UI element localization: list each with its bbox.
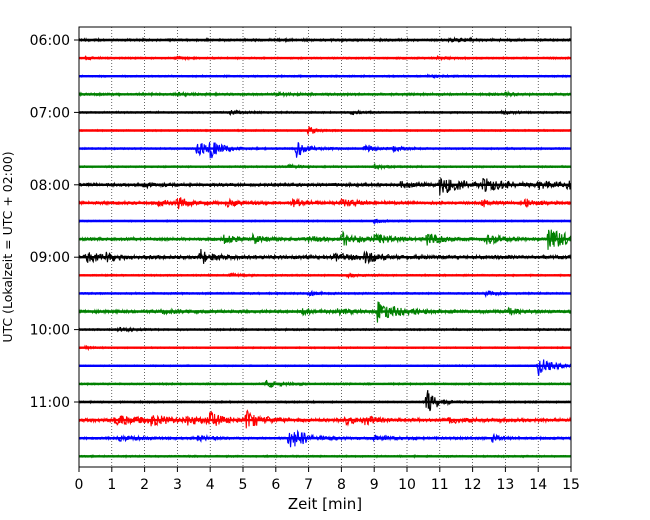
y-tick-label-1000: 10:00 — [30, 323, 70, 339]
x-tick-label-4: 4 — [206, 477, 215, 493]
x-tick-label-15: 15 — [562, 477, 580, 493]
x-tick-label-7: 7 — [304, 477, 313, 493]
x-tick-label-11: 11 — [431, 477, 449, 493]
x-tick-label-10: 10 — [398, 477, 416, 493]
x-axis-label: Zeit [min] — [288, 495, 362, 513]
grid-lines — [111, 27, 539, 467]
x-tick-label-9: 9 — [370, 477, 379, 493]
trace-1030 — [78, 359, 572, 376]
seismogram-traces — [78, 36, 572, 459]
x-tick-label-5: 5 — [239, 477, 248, 493]
x-tick-label-1: 1 — [107, 477, 116, 493]
trace-0845 — [78, 229, 572, 250]
x-tick-label-8: 8 — [337, 477, 346, 493]
x-tick-label-2: 2 — [140, 477, 149, 493]
x-tick-label-0: 0 — [75, 477, 84, 493]
plot-frame — [78, 26, 572, 468]
y-tick-label-0900: 09:00 — [30, 250, 70, 266]
y-tick-label-0800: 08:00 — [30, 178, 70, 194]
x-axis-ticks: 0 1 2 3 4 5 6 7 8 9 10 11 12 13 14 15 — [75, 467, 580, 493]
y-axis-label: UTC (Lokalzeit = UTC + 02:00) — [0, 151, 15, 342]
x-tick-label-3: 3 — [173, 477, 182, 493]
x-tick-label-6: 6 — [271, 477, 280, 493]
trace-1100 — [78, 390, 572, 412]
trace-0730 — [78, 142, 572, 159]
y-tick-label-1100: 11:00 — [30, 395, 70, 411]
x-tick-label-14: 14 — [529, 477, 547, 493]
y-axis-ticks: 06:00 07:00 08:00 09:00 10:00 11:00 — [30, 33, 79, 411]
y-tick-label-0600: 06:00 — [30, 33, 70, 49]
x-tick-label-12: 12 — [464, 477, 482, 493]
y-tick-label-0700: 07:00 — [30, 105, 70, 121]
x-tick-label-13: 13 — [496, 477, 514, 493]
trace-0800 — [78, 176, 572, 196]
